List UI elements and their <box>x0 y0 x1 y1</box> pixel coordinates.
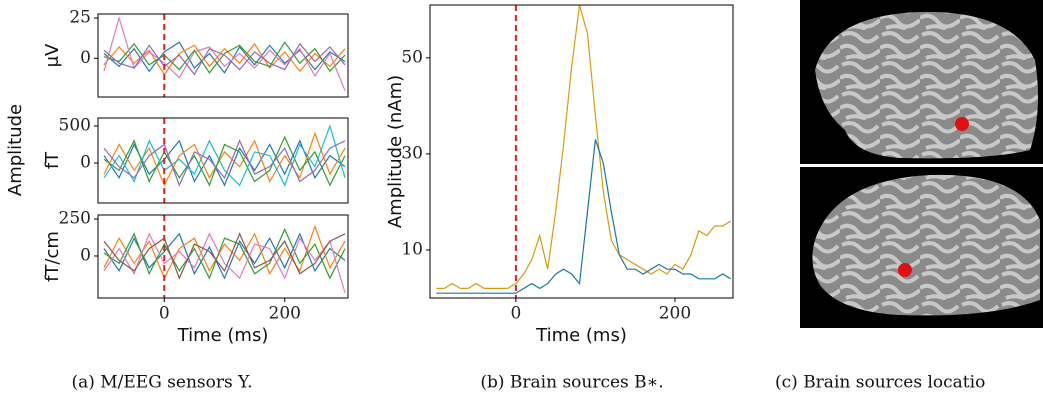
series-line <box>103 15 346 91</box>
plot-area <box>103 224 346 294</box>
y-tick-label: 50 <box>401 47 423 67</box>
series-line <box>436 139 731 294</box>
brain-view-lateral <box>800 0 1043 164</box>
series-line <box>103 139 346 187</box>
series-line <box>103 42 346 76</box>
brain-view-medial <box>800 167 1043 328</box>
y-tick-label: 0 <box>80 48 91 68</box>
series-line <box>103 227 346 280</box>
series-line <box>103 124 346 187</box>
y-tick-label: 500 <box>59 115 91 135</box>
series-line <box>103 42 346 76</box>
series-line <box>103 232 346 280</box>
y-tick-label: 10 <box>401 239 423 259</box>
series-line <box>103 232 346 294</box>
plot-area <box>103 15 346 91</box>
plot-area <box>436 5 731 294</box>
x-axis-label: Time (ms) <box>177 325 269 346</box>
axes-frame <box>429 4 734 299</box>
axes-frame <box>97 117 349 204</box>
axes-frame <box>97 13 349 98</box>
y-tick-label: 0 <box>80 153 91 173</box>
y-tick-label: 25 <box>69 8 91 28</box>
x-tick-label: 200 <box>659 304 691 324</box>
series-line <box>103 139 346 187</box>
figure-y-label: Amplitude <box>5 104 26 196</box>
x-tick-label: 200 <box>269 304 301 324</box>
plot-area <box>103 124 346 187</box>
x-axis-label: Time (ms) <box>535 325 627 346</box>
x-tick-label: 0 <box>159 304 170 324</box>
caption: (a) M/EEG sensors Y. <box>71 373 252 393</box>
y-tick-label: 250 <box>59 208 91 228</box>
y-tick-label: 30 <box>401 143 423 163</box>
y-axis-label: fT <box>42 151 63 169</box>
caption: (c) Brain sources locatio <box>775 373 985 393</box>
y-axis-label: μV <box>42 43 63 67</box>
caption: (b) Brain sources B∗. <box>480 373 663 393</box>
y-axis-label: Amplitude (nAm) <box>385 75 406 228</box>
y-axis-label: fT/cm <box>42 231 63 282</box>
y-tick-label: 0 <box>80 245 91 265</box>
x-tick-label: 0 <box>510 304 521 324</box>
axes-frame <box>97 214 349 299</box>
series-line <box>103 135 346 187</box>
series-line <box>436 5 731 289</box>
